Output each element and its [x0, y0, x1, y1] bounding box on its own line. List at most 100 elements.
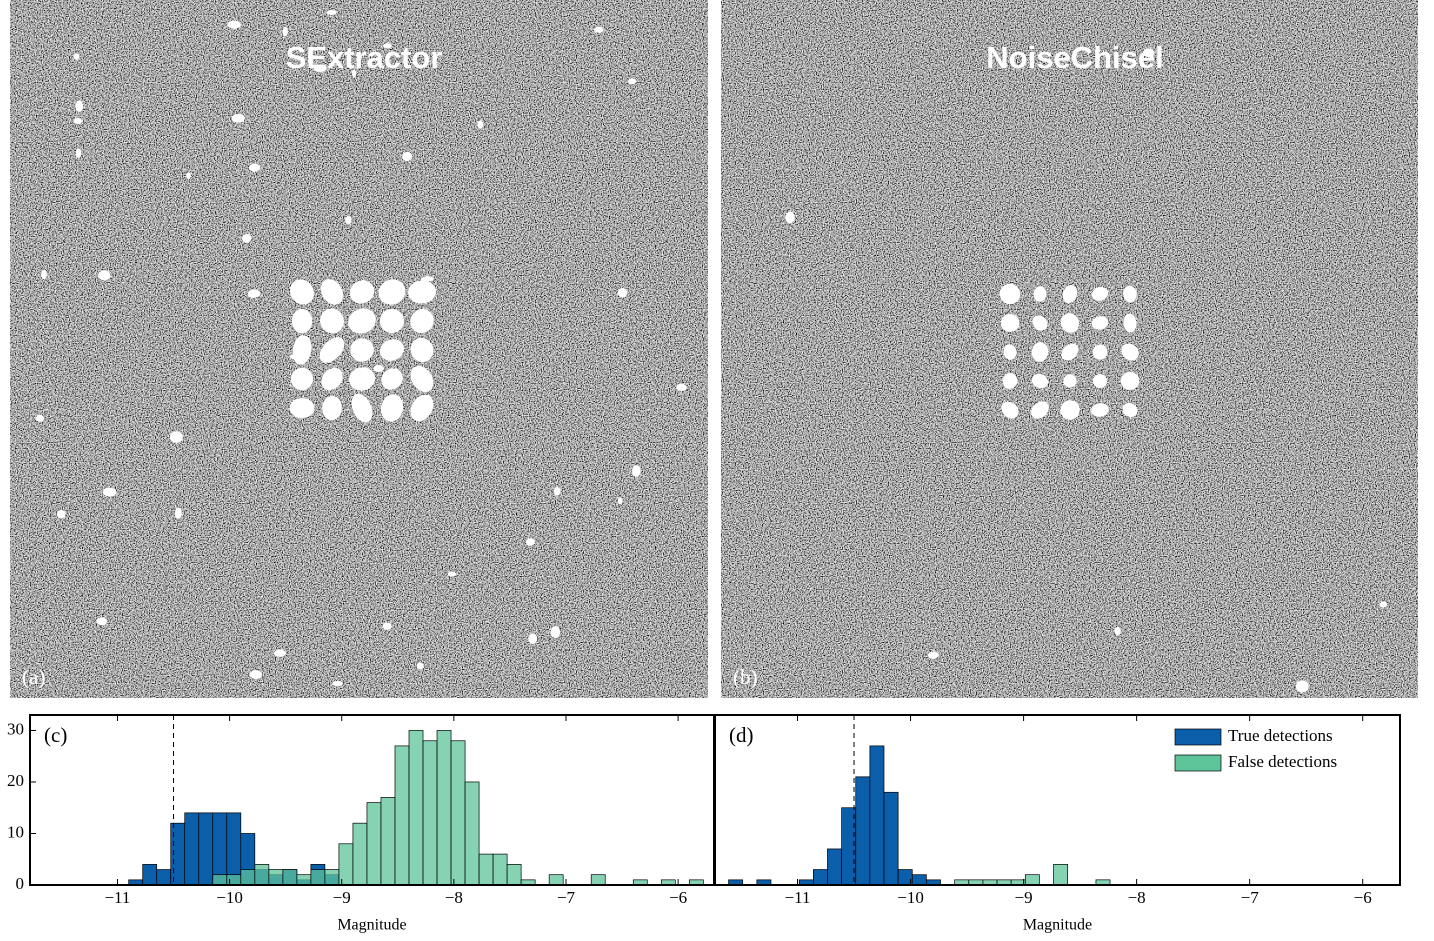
bar	[841, 807, 857, 886]
blob	[999, 283, 1021, 305]
bar	[324, 869, 340, 886]
blob	[528, 633, 537, 645]
x-tick-label: −6	[669, 888, 687, 907]
blob	[348, 308, 376, 334]
blob	[290, 367, 314, 391]
bar	[1053, 864, 1069, 886]
blob	[785, 211, 795, 224]
blob	[1000, 314, 1020, 332]
blob	[447, 571, 457, 577]
blob	[291, 308, 313, 334]
bar	[352, 822, 368, 886]
x-tick-label: −11	[785, 888, 811, 907]
bar	[156, 869, 172, 886]
bar	[506, 864, 522, 886]
blob	[350, 338, 374, 362]
y-tick-label: 10	[7, 822, 24, 841]
blob	[247, 289, 261, 298]
bar	[911, 874, 927, 886]
blob	[383, 43, 392, 49]
bar	[492, 853, 508, 886]
blob	[1062, 284, 1078, 304]
frame	[714, 714, 1401, 886]
blob	[1092, 344, 1108, 360]
panel-label: (d)	[729, 723, 754, 747]
blob	[273, 649, 286, 657]
blob	[1121, 343, 1139, 361]
blob	[322, 395, 342, 421]
bar	[184, 812, 200, 886]
bar	[338, 843, 354, 886]
bar	[198, 812, 214, 886]
bar	[450, 740, 466, 886]
blob	[617, 497, 623, 505]
blob	[1091, 316, 1109, 330]
blob	[1060, 313, 1080, 333]
blob	[1091, 287, 1109, 301]
x-tick-label: −7	[1241, 888, 1260, 907]
bar	[883, 791, 899, 886]
blob	[73, 53, 80, 60]
blob	[1002, 373, 1018, 389]
legend-label: True detections	[1228, 726, 1333, 745]
blob	[75, 100, 84, 112]
bar	[254, 864, 270, 886]
bar	[548, 874, 564, 886]
blob	[1032, 315, 1048, 331]
blob	[1092, 373, 1108, 389]
blob	[550, 626, 561, 639]
bar	[366, 802, 382, 886]
blob	[1120, 372, 1140, 390]
panel-label: (c)	[44, 723, 67, 747]
bar	[464, 781, 480, 886]
panel-title: NoiseChisel	[986, 40, 1163, 75]
blob	[282, 26, 288, 37]
bar	[827, 848, 842, 886]
bar	[310, 869, 326, 886]
blob	[379, 308, 405, 334]
bar	[226, 874, 242, 886]
blob	[1143, 48, 1155, 58]
blob	[1031, 342, 1049, 362]
blob	[75, 148, 82, 159]
blob	[186, 172, 191, 180]
bar	[394, 745, 410, 886]
blob	[525, 538, 535, 546]
x-tick-label: −9	[1015, 888, 1033, 907]
bar	[240, 869, 256, 886]
blob	[1061, 343, 1079, 361]
blob	[1379, 601, 1388, 608]
bar	[590, 874, 606, 886]
blob	[407, 280, 437, 304]
blob	[1001, 401, 1019, 419]
x-tick-label: −8	[1128, 888, 1146, 907]
blob	[96, 617, 108, 626]
y-tick-label: 20	[7, 771, 24, 790]
blob	[379, 339, 405, 361]
blob	[421, 276, 434, 282]
blob	[227, 20, 241, 29]
blob	[292, 335, 312, 365]
blob	[351, 393, 373, 423]
blob	[1060, 400, 1080, 420]
x-tick-label: −10	[216, 888, 243, 907]
x-axis-label: Magnitude	[1023, 917, 1092, 934]
x-tick-label: −10	[897, 888, 924, 907]
blob	[242, 233, 252, 243]
blob	[326, 10, 337, 15]
blob	[352, 69, 357, 78]
blob	[1031, 401, 1049, 419]
panel-title: SExtractor	[286, 40, 443, 75]
blob	[73, 117, 83, 124]
bar	[268, 869, 284, 886]
blob	[321, 367, 343, 391]
detections	[35, 10, 1388, 693]
legend-swatch	[1174, 728, 1222, 746]
bar	[282, 869, 298, 886]
bar	[212, 874, 228, 886]
bar	[1024, 874, 1040, 886]
blob	[1123, 285, 1137, 303]
x-tick-label: −9	[333, 888, 351, 907]
blob	[553, 486, 561, 496]
blob	[410, 337, 434, 363]
